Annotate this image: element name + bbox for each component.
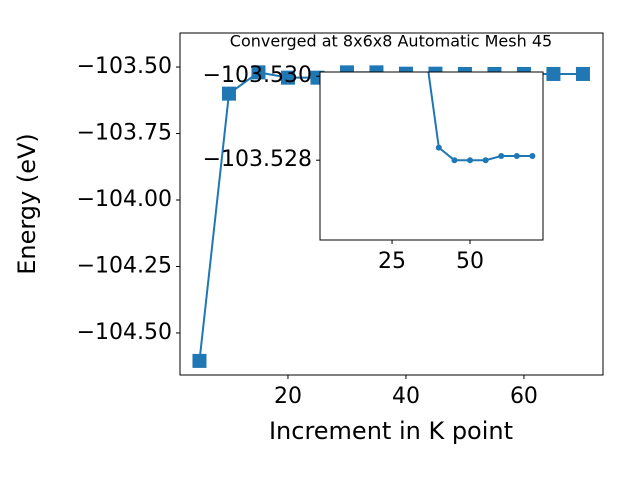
data-point [192, 353, 207, 368]
axes-frame [179, 32, 604, 376]
data-point [529, 153, 536, 159]
axes-frame [319, 71, 544, 241]
y-tick-label: −104.25 [77, 253, 172, 278]
y-tick-label: −103.530 [203, 63, 312, 88]
y-tick-label: −104.00 [77, 187, 172, 212]
data-point [221, 86, 236, 101]
data-point [575, 66, 590, 81]
plot-area [427, 72, 536, 164]
x-tick-label: 50 [456, 249, 484, 274]
data-point [498, 153, 505, 159]
x-tick-label: 25 [378, 249, 406, 274]
x-tick-label: 60 [510, 384, 538, 409]
x-tick-label: 40 [392, 384, 420, 409]
data-point [280, 70, 295, 85]
y-tick-label: −103.75 [77, 121, 172, 146]
data-point [435, 144, 442, 151]
x-tick-label: 20 [274, 384, 302, 409]
y-tick-label: −103.50 [77, 54, 172, 79]
data-point [251, 65, 266, 80]
y-axis-label: Energy (eV) [13, 133, 41, 275]
data-point [546, 66, 561, 81]
data-point [513, 153, 520, 159]
data-point [467, 157, 474, 164]
x-axis-label: Increment in K point [269, 417, 513, 445]
data-point [482, 157, 489, 164]
y-tick-label: −103.528 [203, 147, 312, 172]
data-point [451, 157, 458, 164]
chart-title: Converged at 8x6x8 Automatic Mesh 45 [230, 32, 552, 51]
y-tick-label: −104.50 [77, 320, 172, 345]
